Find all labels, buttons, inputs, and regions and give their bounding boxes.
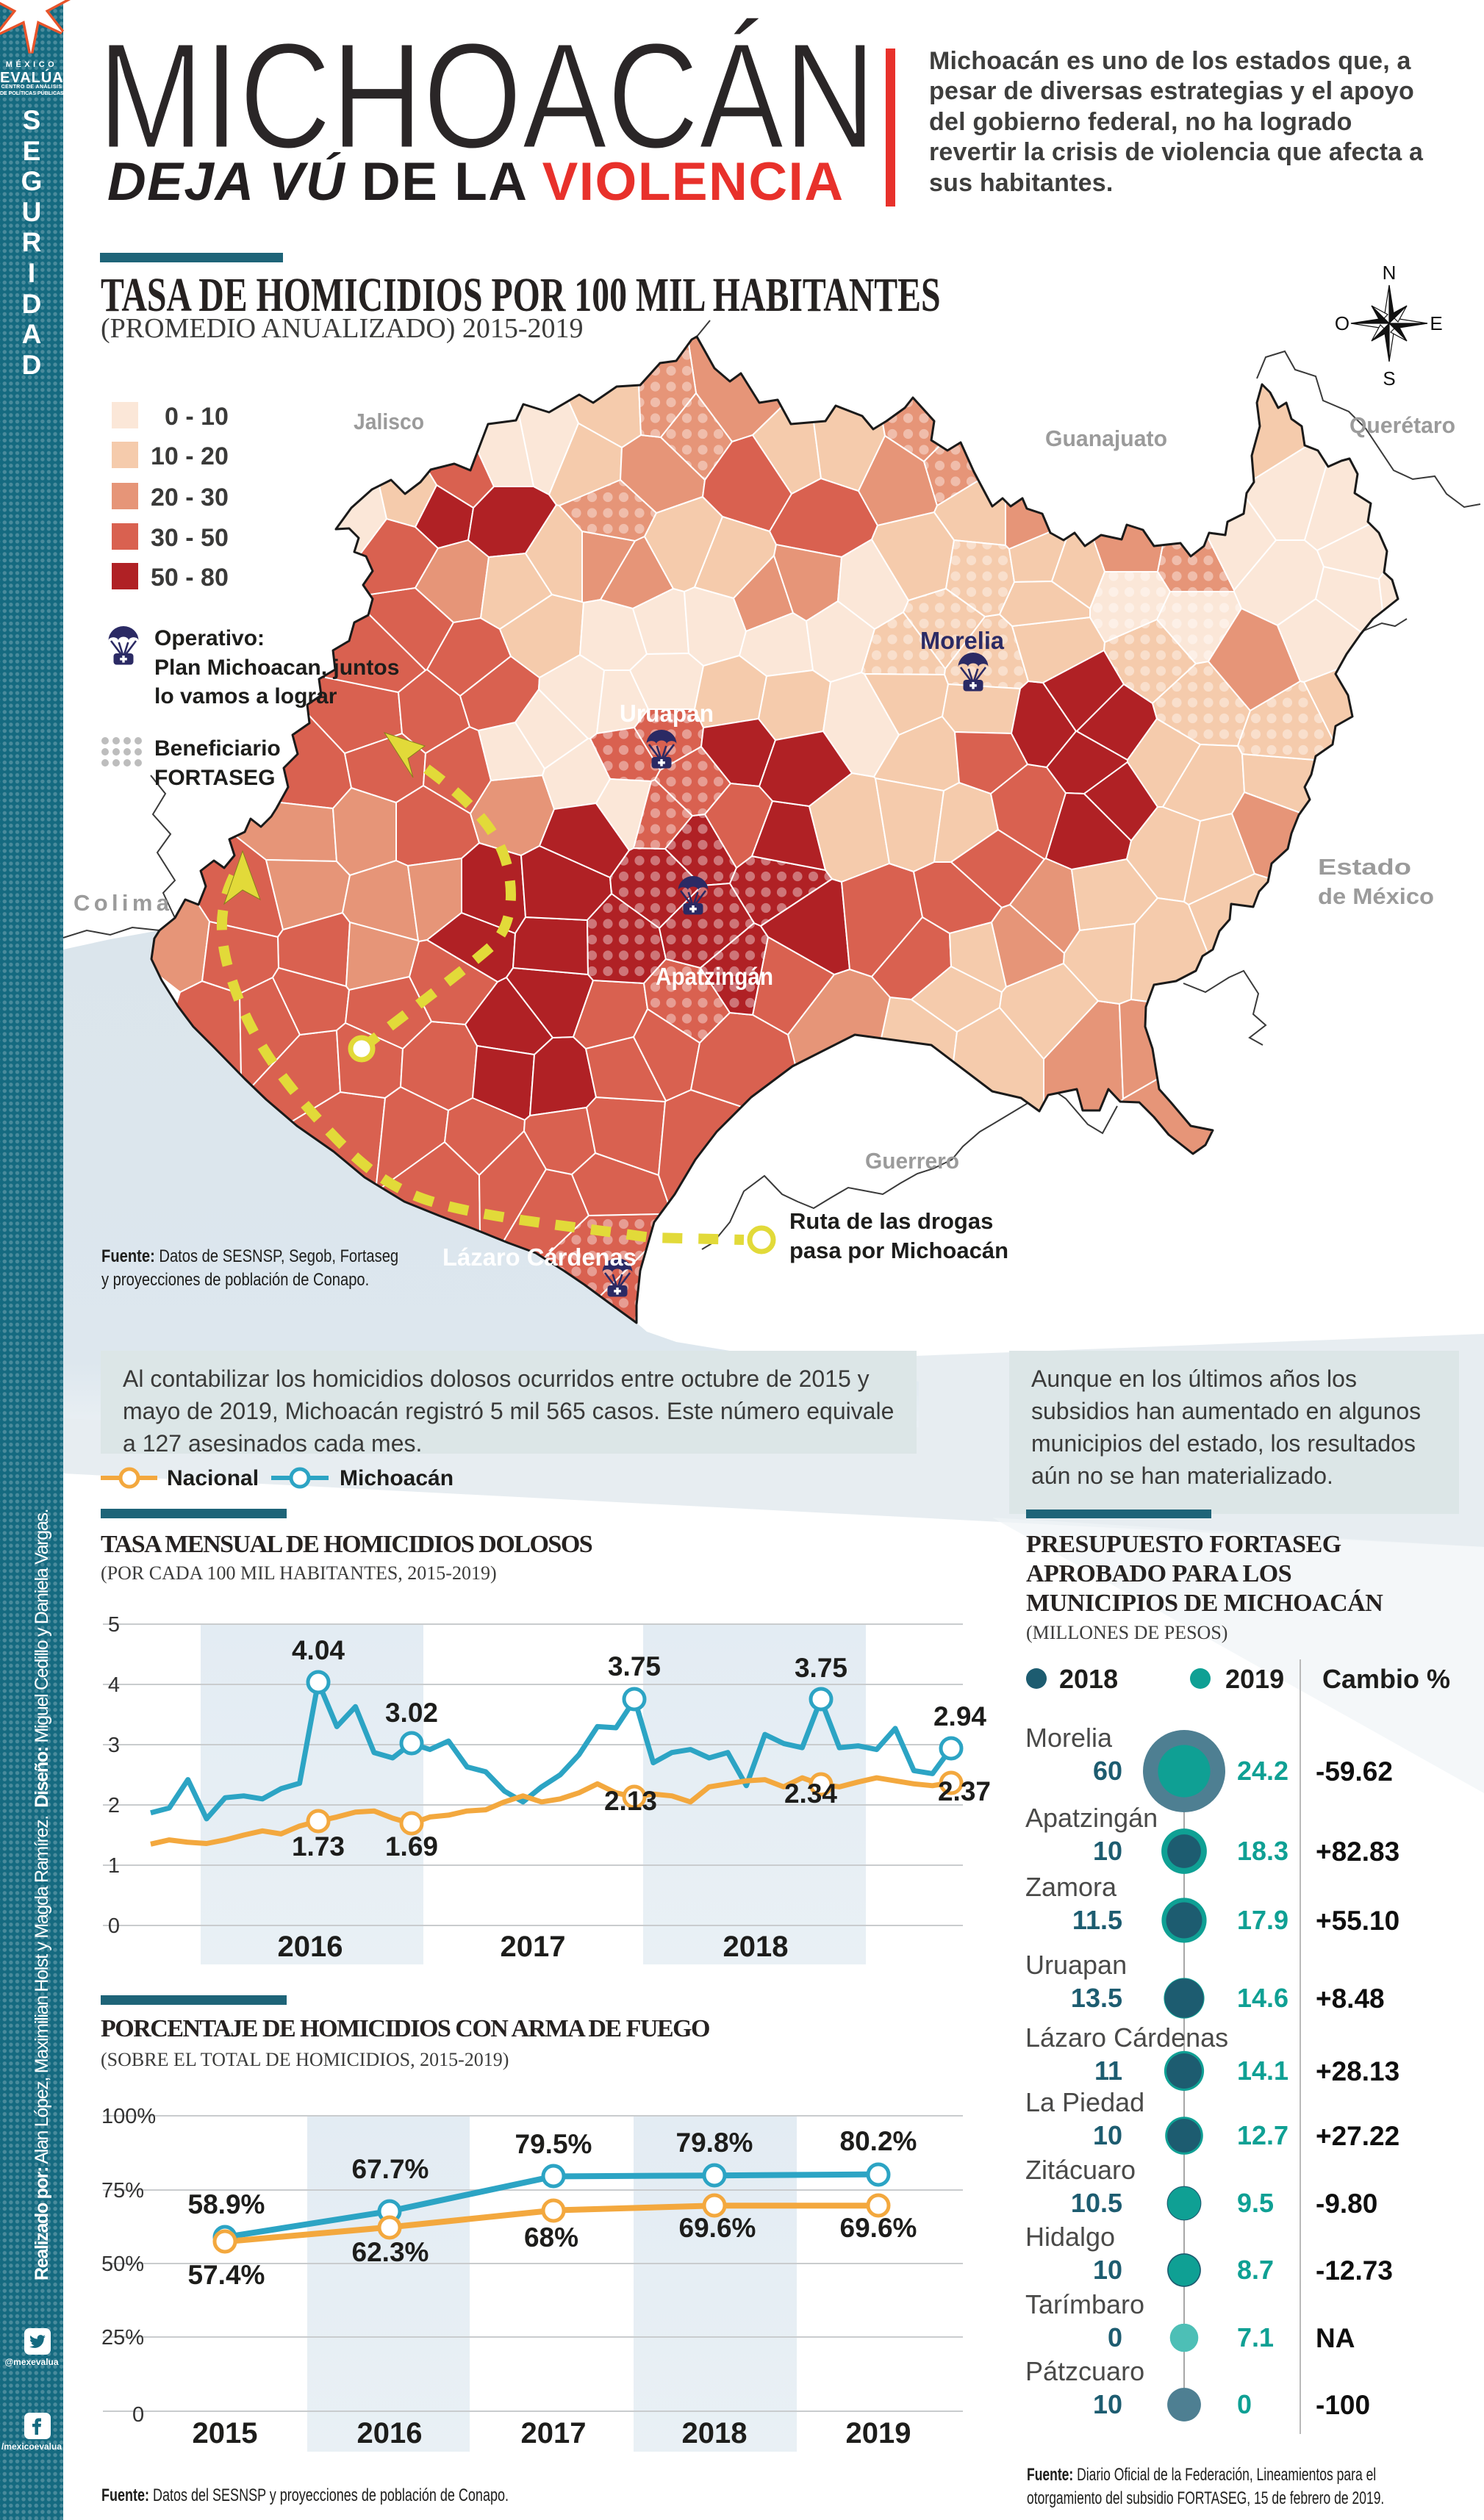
svg-text:69.6%: 69.6% xyxy=(679,2213,756,2243)
svg-text:24.2: 24.2 xyxy=(1237,1756,1288,1786)
svg-text:+27.22: +27.22 xyxy=(1316,2121,1399,2151)
svg-text:68%: 68% xyxy=(524,2222,578,2252)
svg-text:La Piedad: La Piedad xyxy=(1025,2087,1144,2117)
svg-text:2016: 2016 xyxy=(278,1931,343,1963)
svg-text:Uruapan: Uruapan xyxy=(1025,1950,1127,1980)
svg-text:Colima: Colima xyxy=(74,890,170,916)
svg-text:1.73: 1.73 xyxy=(292,1831,345,1862)
svg-text:Lázaro Cárdenas: Lázaro Cárdenas xyxy=(1025,2022,1228,2053)
svg-text:80.2%: 80.2% xyxy=(840,2126,917,2156)
svg-text:2.13: 2.13 xyxy=(604,1786,657,1816)
svg-text:3: 3 xyxy=(108,1734,120,1757)
svg-text:14.6: 14.6 xyxy=(1237,1983,1288,2013)
svg-text:60: 60 xyxy=(1093,1756,1122,1786)
svg-text:+55.10: +55.10 xyxy=(1316,1906,1399,1936)
svg-text:12.7: 12.7 xyxy=(1237,2120,1288,2150)
svg-text:17.9: 17.9 xyxy=(1237,1905,1288,1935)
svg-text:5: 5 xyxy=(108,1613,120,1637)
svg-text:3.75: 3.75 xyxy=(608,1651,661,1681)
svg-text:-100: -100 xyxy=(1316,2390,1370,2420)
svg-text:10: 10 xyxy=(1093,1836,1122,1866)
svg-text:2.37: 2.37 xyxy=(938,1776,991,1806)
svg-text:10.5: 10.5 xyxy=(1071,2188,1122,2218)
svg-text:2018: 2018 xyxy=(723,1931,789,1963)
svg-text:+28.13: +28.13 xyxy=(1316,2056,1399,2086)
svg-text:Estado: Estado xyxy=(1318,854,1411,880)
svg-text:57.4%: 57.4% xyxy=(188,2260,265,2290)
svg-text:25%: 25% xyxy=(101,2326,144,2350)
svg-text:4: 4 xyxy=(108,1673,120,1697)
svg-text:+8.48: +8.48 xyxy=(1316,1984,1385,2014)
svg-text:+82.83: +82.83 xyxy=(1316,1837,1399,1867)
svg-text:NA: NA xyxy=(1316,2323,1355,2353)
svg-text:13.5: 13.5 xyxy=(1071,1983,1122,2013)
svg-text:Zamora: Zamora xyxy=(1025,1872,1117,1902)
svg-text:-59.62: -59.62 xyxy=(1316,1756,1393,1787)
svg-text:0: 0 xyxy=(1237,2389,1252,2419)
svg-text:2019: 2019 xyxy=(1225,1664,1284,1694)
svg-text:18.3: 18.3 xyxy=(1237,1836,1288,1866)
svg-text:3.02: 3.02 xyxy=(385,1698,438,1728)
svg-text:0: 0 xyxy=(132,2403,144,2427)
svg-text:1: 1 xyxy=(108,1854,120,1878)
svg-text:2.34: 2.34 xyxy=(784,1778,837,1809)
svg-text:9.5: 9.5 xyxy=(1237,2188,1274,2218)
svg-text:Zitácuaro: Zitácuaro xyxy=(1025,2155,1136,2185)
svg-text:3.75: 3.75 xyxy=(795,1653,847,1683)
svg-text:10: 10 xyxy=(1093,2389,1122,2419)
svg-text:2015: 2015 xyxy=(193,2417,258,2449)
svg-text:Cambio %: Cambio % xyxy=(1322,1664,1450,1694)
svg-text:0: 0 xyxy=(108,1914,120,1938)
svg-text:Pátzcuaro: Pátzcuaro xyxy=(1025,2356,1144,2386)
svg-text:Querétaro: Querétaro xyxy=(1349,412,1455,438)
svg-text:1.69: 1.69 xyxy=(385,1831,438,1862)
svg-text:2017: 2017 xyxy=(521,2417,587,2449)
svg-text:E: E xyxy=(1430,312,1442,334)
svg-text:4.04: 4.04 xyxy=(292,1635,345,1665)
svg-text:0: 0 xyxy=(1108,2322,1122,2352)
svg-text:2016: 2016 xyxy=(357,2417,423,2449)
svg-text:Guerrero: Guerrero xyxy=(865,1148,959,1174)
svg-text:11.5: 11.5 xyxy=(1072,1905,1122,1935)
svg-text:pasa por Michoacán: pasa por Michoacán xyxy=(789,1238,1008,1263)
svg-text:S: S xyxy=(1383,367,1395,390)
svg-text:-9.80: -9.80 xyxy=(1316,2189,1377,2219)
svg-text:79.5%: 79.5% xyxy=(515,2129,592,2159)
svg-text:Lázaro Cárdenas: Lázaro Cárdenas xyxy=(442,1243,637,1271)
svg-text:79.8%: 79.8% xyxy=(676,2128,753,2158)
svg-text:10: 10 xyxy=(1093,2120,1122,2150)
svg-text:67.7%: 67.7% xyxy=(352,2154,429,2184)
svg-text:Apatzingán: Apatzingán xyxy=(1025,1803,1158,1833)
svg-text:7.1: 7.1 xyxy=(1237,2322,1274,2352)
svg-text:Hidalgo: Hidalgo xyxy=(1025,2222,1115,2252)
svg-text:100%: 100% xyxy=(101,2105,156,2128)
svg-text:O: O xyxy=(1335,312,1349,334)
svg-text:Apatzingán: Apatzingán xyxy=(656,963,773,990)
svg-text:2018: 2018 xyxy=(682,2417,748,2449)
svg-text:8.7: 8.7 xyxy=(1237,2255,1274,2285)
svg-text:69.6%: 69.6% xyxy=(840,2213,917,2243)
svg-text:2: 2 xyxy=(108,1794,120,1817)
svg-text:50%: 50% xyxy=(101,2252,144,2276)
svg-text:Jalisco: Jalisco xyxy=(354,409,424,434)
svg-text:75%: 75% xyxy=(101,2179,144,2203)
svg-text:10: 10 xyxy=(1093,2255,1122,2285)
svg-text:11: 11 xyxy=(1094,2056,1122,2086)
svg-text:Morelia: Morelia xyxy=(1025,1723,1113,1753)
svg-text:62.3%: 62.3% xyxy=(352,2237,429,2267)
svg-text:58.9%: 58.9% xyxy=(188,2189,265,2219)
svg-text:Morelia: Morelia xyxy=(920,627,1005,654)
svg-text:2017: 2017 xyxy=(501,1931,566,1963)
svg-text:N: N xyxy=(1383,262,1397,284)
svg-text:Ruta de las drogas: Ruta de las drogas xyxy=(789,1208,993,1234)
svg-text:2.94: 2.94 xyxy=(933,1701,986,1731)
svg-text:-12.73: -12.73 xyxy=(1316,2255,1393,2286)
svg-text:de México: de México xyxy=(1318,883,1434,909)
svg-text:Uruapan: Uruapan xyxy=(620,700,714,727)
svg-text:Guanajuato: Guanajuato xyxy=(1045,426,1167,451)
svg-text:Tarímbaro: Tarímbaro xyxy=(1025,2289,1144,2319)
svg-text:2018: 2018 xyxy=(1059,1664,1118,1694)
svg-text:14.1: 14.1 xyxy=(1237,2056,1288,2086)
svg-text:2019: 2019 xyxy=(846,2417,911,2449)
